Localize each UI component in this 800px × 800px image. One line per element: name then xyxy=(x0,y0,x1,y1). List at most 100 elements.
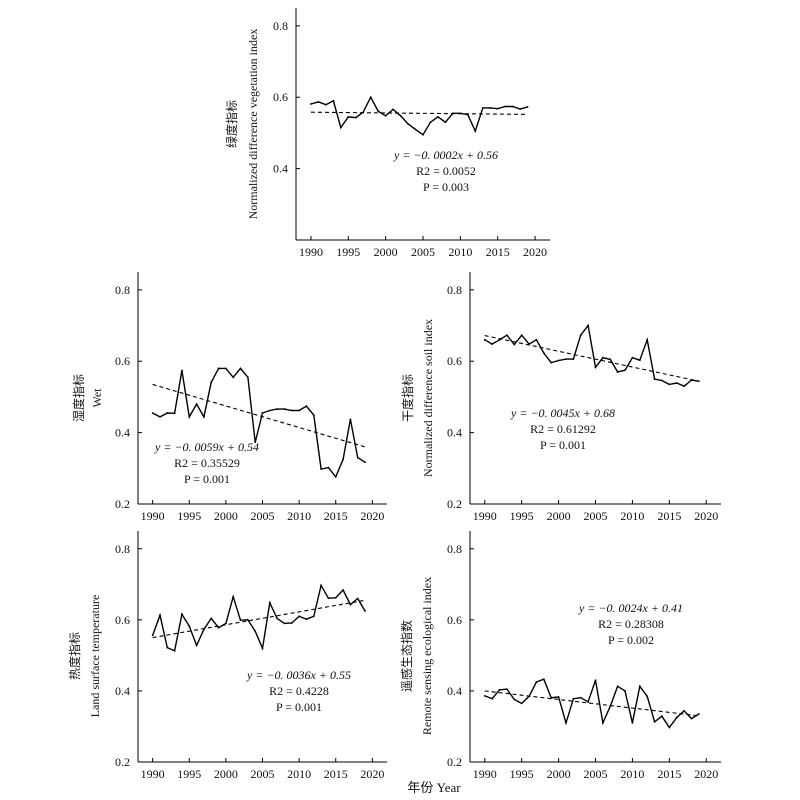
data-point xyxy=(587,324,590,327)
data-point xyxy=(356,456,359,459)
r-squared: R2 = 0.35529 xyxy=(174,456,240,470)
data-point xyxy=(557,359,560,362)
data-point xyxy=(332,99,335,102)
x-tick-label: 1995 xyxy=(510,767,534,781)
data-point xyxy=(601,356,604,359)
data-point xyxy=(542,352,545,354)
data-point xyxy=(519,108,522,110)
data-point xyxy=(638,359,641,362)
regression-equation: y = −0. 0024x + 0.41 xyxy=(578,601,683,615)
data-point xyxy=(334,596,337,599)
x-tick-label: 2020 xyxy=(523,245,547,259)
p-value: P = 0.001 xyxy=(184,472,230,486)
data-point xyxy=(254,630,257,633)
data-point xyxy=(342,458,344,461)
data-point xyxy=(506,334,508,337)
data-point xyxy=(444,121,447,124)
trend-line xyxy=(152,383,366,448)
data-point xyxy=(369,96,372,99)
data-point xyxy=(624,369,626,372)
y-tick-label: 0.2 xyxy=(447,497,462,511)
x-tick-label: 2020 xyxy=(360,509,384,523)
y-tick-label: 0.8 xyxy=(115,542,130,556)
series-line xyxy=(484,678,700,729)
data-point xyxy=(683,385,685,388)
x-tick-label: 2015 xyxy=(486,245,510,259)
regression-equation: y = −0. 0036x + 0.55 xyxy=(246,668,351,682)
data-point xyxy=(513,698,516,701)
x-tick-label: 1995 xyxy=(336,245,360,259)
x-tick-label: 2020 xyxy=(360,767,384,781)
data-point xyxy=(498,338,501,341)
data-point xyxy=(668,383,671,386)
data-point xyxy=(312,615,315,618)
data-point xyxy=(283,622,286,625)
data-point xyxy=(151,634,154,637)
data-point xyxy=(339,126,342,129)
data-point xyxy=(491,697,494,700)
data-point xyxy=(550,361,553,364)
y-label-en: Normalized difference vegetation index xyxy=(246,29,260,220)
data-point xyxy=(232,376,235,379)
data-point xyxy=(354,116,357,119)
data-point xyxy=(239,619,242,622)
y-label-cn: 湿度指标 xyxy=(71,374,86,422)
data-point xyxy=(542,678,545,681)
y-tick-label: 0.4 xyxy=(273,162,288,176)
x-tick-label: 2000 xyxy=(214,767,238,781)
data-point xyxy=(572,358,575,360)
data-point xyxy=(268,601,271,604)
data-point xyxy=(587,701,590,703)
data-point xyxy=(653,378,656,380)
data-point xyxy=(631,356,634,359)
data-point xyxy=(675,382,678,384)
trend-line xyxy=(152,599,366,639)
data-point xyxy=(594,679,597,682)
data-point xyxy=(342,589,344,591)
y-label-cn: 干度指标 xyxy=(400,374,415,422)
data-point xyxy=(646,695,649,698)
data-point xyxy=(232,595,235,598)
data-point xyxy=(239,367,242,370)
y-tick-label: 0.4 xyxy=(115,684,130,698)
data-point xyxy=(181,613,183,616)
x-tick-label: 1990 xyxy=(141,509,165,523)
data-point xyxy=(166,646,169,649)
data-point xyxy=(609,358,612,361)
data-point xyxy=(320,584,322,587)
data-point xyxy=(491,343,494,345)
y-tick-label: 0.6 xyxy=(447,354,462,368)
x-tick-label: 2015 xyxy=(657,509,681,523)
x-tick-label: 2005 xyxy=(411,245,435,259)
data-point xyxy=(246,376,249,379)
data-point xyxy=(407,123,409,125)
p-value: P = 0.001 xyxy=(540,438,586,452)
data-point xyxy=(506,688,508,691)
data-point xyxy=(254,441,257,444)
regression-equation: y = −0. 0002x + 0.56 xyxy=(393,148,498,162)
trend-line xyxy=(484,690,699,717)
x-tick-label: 2000 xyxy=(547,767,571,781)
data-point xyxy=(334,475,337,478)
y-tick-label: 0.4 xyxy=(115,426,130,440)
data-point xyxy=(310,103,312,105)
regression-equation: y = −0. 0059x + 0.54 xyxy=(154,440,259,454)
data-point xyxy=(320,468,322,470)
y-label-en: Remote sensing ecological index xyxy=(420,577,434,735)
data-point xyxy=(356,597,359,600)
chart-ndsi: 1990 1995 2000 2005 2010 2015 2020 0.2 0.4 0.6 0.8… xyxy=(400,272,721,523)
data-point xyxy=(217,626,220,629)
data-point xyxy=(290,409,293,412)
data-point xyxy=(246,618,249,621)
data-point xyxy=(188,625,191,628)
x-tick-label: 2010 xyxy=(287,767,311,781)
data-point xyxy=(616,685,619,688)
data-point xyxy=(690,717,693,720)
data-point xyxy=(210,381,213,384)
data-point xyxy=(697,713,700,715)
data-point xyxy=(166,412,169,414)
data-point xyxy=(324,103,327,106)
y-label-cn: 绿度指标 xyxy=(224,100,239,148)
data-point xyxy=(601,722,604,724)
